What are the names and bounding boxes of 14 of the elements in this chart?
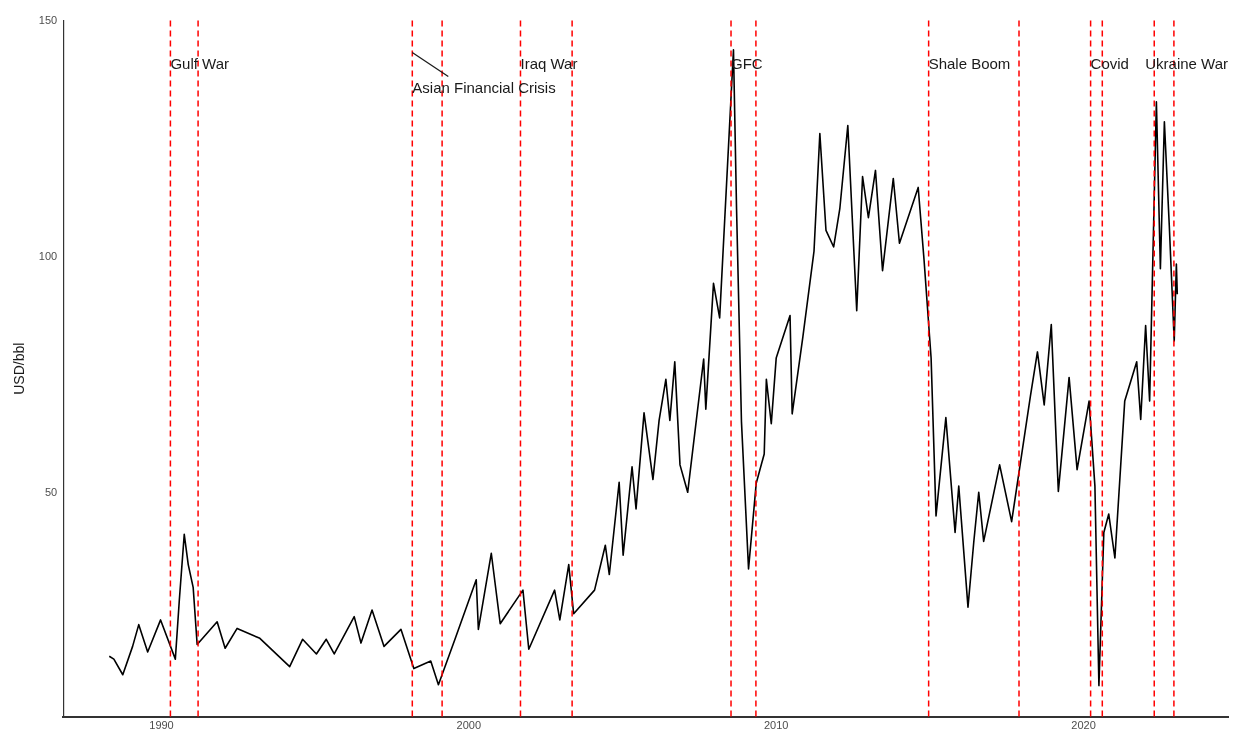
y-tick-label: 50 (44, 486, 58, 499)
ref-line-label: Iraq War (520, 54, 578, 72)
ref-line-label: Asian Financial Crisis (412, 78, 556, 96)
ref-line-label: Covid (1090, 54, 1129, 72)
ref-line-label: Gulf War (170, 54, 230, 72)
x-tick-label: 1990 (149, 719, 174, 732)
y-tick-label: 100 (38, 249, 58, 262)
y-axis-title: USD/bbl (11, 342, 28, 395)
x-tick-label: 2020 (1071, 719, 1096, 732)
ref-line-label: Shale Boom (928, 54, 1011, 72)
ref-line-label: Ukraine War (1145, 54, 1228, 72)
y-tick-label: 150 (38, 13, 58, 26)
x-tick-label: 2010 (763, 719, 789, 732)
x-tick-label: 2000 (456, 719, 482, 732)
